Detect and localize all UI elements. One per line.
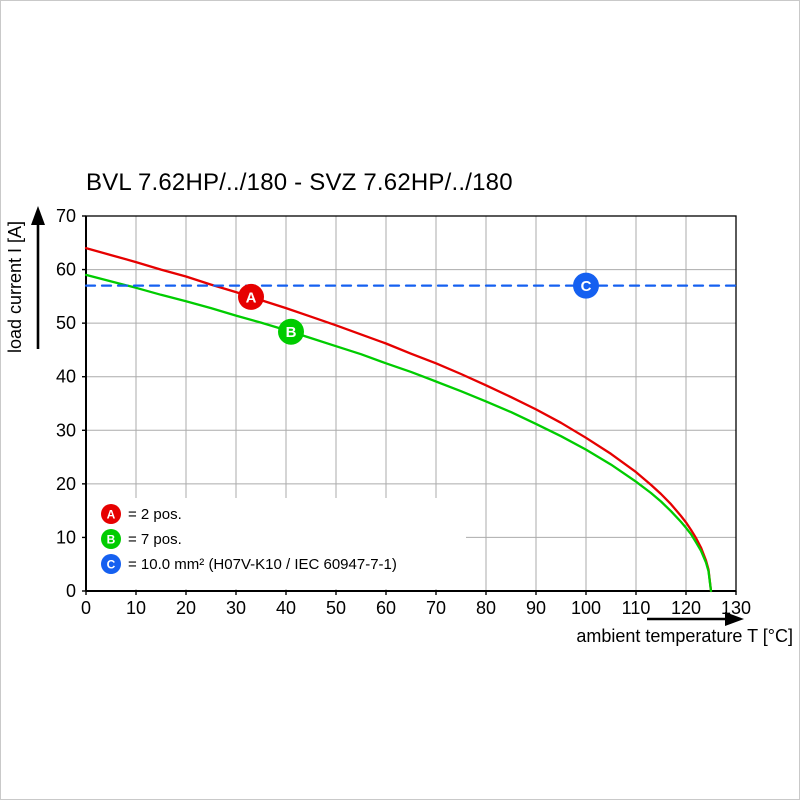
legend-marker-letter: C [107, 558, 116, 572]
x-tick-label: 100 [571, 598, 601, 618]
x-axis-label: ambient temperature T [°C] [576, 626, 793, 646]
x-tick-label: 90 [526, 598, 546, 618]
y-tick-label: 30 [56, 420, 76, 440]
marker-B [278, 318, 304, 345]
legend-item-text: = 2 pos. [128, 506, 182, 523]
x-tick-label: 110 [622, 598, 651, 618]
y-tick-label: 70 [56, 206, 76, 226]
marker-A-letter: A [246, 289, 257, 306]
marker-C-letter: C [581, 278, 592, 295]
x-tick-label: 0 [81, 598, 91, 618]
x-tick-label: 130 [721, 598, 751, 618]
x-tick-label: 30 [226, 598, 246, 618]
series-B-curve [84, 273, 713, 593]
y-axis-arrowhead-icon [31, 206, 45, 225]
marker-B-letter: B [286, 324, 297, 341]
x-tick-label: 10 [126, 598, 146, 618]
y-tick-label: 20 [56, 474, 76, 494]
x-tick-label: 120 [671, 598, 701, 618]
x-tick-label: 40 [276, 598, 296, 618]
legend-marker-B [101, 529, 121, 549]
marker-C [573, 272, 599, 299]
legend-marker-A [101, 504, 121, 524]
y-tick-label: 40 [56, 367, 76, 387]
y-tick-label: 10 [56, 527, 76, 547]
marker-A [238, 283, 264, 310]
x-tick-label: 60 [376, 598, 396, 618]
y-tick-label: 60 [56, 260, 76, 280]
y-axis-label: load current I [A] [5, 221, 25, 353]
legend-marker-C [101, 554, 121, 574]
y-tick-label: 50 [56, 313, 76, 333]
x-tick-label: 50 [326, 598, 346, 618]
x-tick-label: 70 [426, 598, 446, 618]
legend-item-text: = 7 pos. [128, 531, 182, 548]
x-axis-arrowhead-icon [725, 612, 744, 626]
series-A-curve [84, 246, 713, 593]
chart-title: BVL 7.62HP/../180 - SVZ 7.62HP/../180 [86, 169, 513, 196]
x-tick-label: 80 [476, 598, 496, 618]
legend-background [87, 498, 466, 589]
y-tick-label: 0 [66, 581, 76, 601]
legend-marker-letter: B [107, 533, 116, 547]
legend-marker-letter: A [107, 508, 116, 522]
legend-item-text: = 10.0 mm² (H07V-K10 / IEC 60947-7-1) [128, 556, 397, 573]
x-tick-label: 20 [176, 598, 196, 618]
